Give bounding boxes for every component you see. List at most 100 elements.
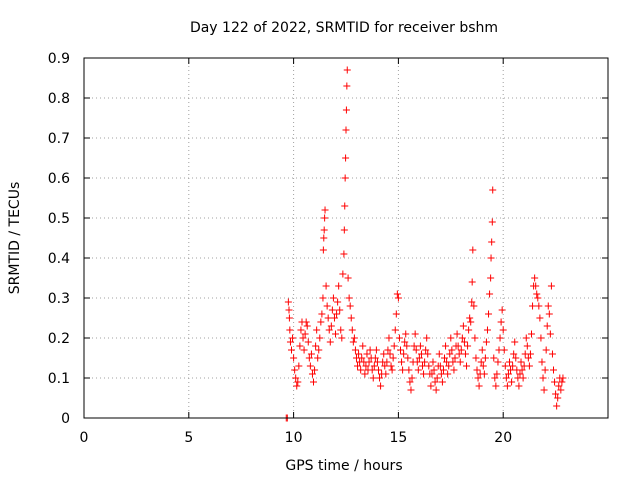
data-point xyxy=(394,294,402,302)
data-point xyxy=(321,214,329,222)
data-point xyxy=(391,326,399,334)
data-point xyxy=(454,342,462,350)
data-point xyxy=(456,358,464,366)
data-point xyxy=(436,362,444,370)
data-point xyxy=(429,358,437,366)
data-point xyxy=(340,250,348,258)
data-point xyxy=(286,338,294,346)
data-point xyxy=(366,346,374,354)
data-point xyxy=(310,378,318,386)
data-point xyxy=(385,334,393,342)
data-point xyxy=(381,362,389,370)
x-tick-label: 0 xyxy=(80,430,89,446)
data-point xyxy=(463,362,471,370)
data-point xyxy=(437,370,445,378)
data-point xyxy=(345,294,353,302)
data-point xyxy=(318,310,326,318)
data-point xyxy=(444,370,452,378)
data-point xyxy=(301,330,309,338)
data-point xyxy=(543,322,551,330)
data-point xyxy=(317,318,325,326)
data-point xyxy=(362,362,370,370)
data-point xyxy=(414,366,422,374)
data-point xyxy=(389,354,397,362)
data-point xyxy=(519,374,527,382)
data-point xyxy=(423,334,431,342)
data-point xyxy=(339,270,347,278)
data-point xyxy=(380,350,388,358)
data-point xyxy=(559,374,567,382)
x-tick-label: 15 xyxy=(389,430,407,446)
data-point xyxy=(492,382,500,390)
data-point xyxy=(529,302,537,310)
data-point xyxy=(342,154,350,162)
data-point xyxy=(479,362,487,370)
data-point xyxy=(428,370,436,378)
data-point xyxy=(319,294,327,302)
data-point xyxy=(398,358,406,366)
y-tick-label: 0.1 xyxy=(48,371,70,387)
data-point xyxy=(552,390,560,398)
data-point xyxy=(455,350,463,358)
data-point xyxy=(285,314,293,322)
data-point xyxy=(510,350,518,358)
data-point xyxy=(335,282,343,290)
y-tick-label: 0.4 xyxy=(48,251,70,267)
data-point xyxy=(305,354,313,362)
data-point xyxy=(386,350,394,358)
data-point xyxy=(332,330,340,338)
data-point xyxy=(460,338,468,346)
data-point xyxy=(541,366,549,374)
data-point xyxy=(503,382,511,390)
data-point xyxy=(488,218,496,226)
data-series-srmtid xyxy=(282,66,567,422)
data-point xyxy=(468,278,476,286)
data-point xyxy=(368,366,376,374)
data-point xyxy=(325,326,333,334)
data-point xyxy=(328,306,336,314)
data-point xyxy=(553,402,561,410)
data-point xyxy=(288,346,296,354)
data-point xyxy=(407,386,415,394)
data-point xyxy=(344,274,352,282)
y-tick-label: 0.2 xyxy=(48,331,70,347)
data-point xyxy=(422,346,430,354)
data-point xyxy=(377,382,385,390)
data-point xyxy=(509,362,517,370)
data-point xyxy=(554,394,562,402)
data-point xyxy=(465,326,473,334)
data-point xyxy=(477,358,485,366)
data-point xyxy=(326,338,334,346)
data-point xyxy=(329,294,337,302)
data-point xyxy=(300,346,308,354)
data-point xyxy=(487,274,495,282)
data-point xyxy=(370,362,378,370)
data-point xyxy=(334,298,342,306)
data-point xyxy=(450,366,458,374)
data-point xyxy=(494,358,502,366)
data-point xyxy=(383,358,391,366)
data-point xyxy=(486,290,494,298)
data-point xyxy=(404,354,412,362)
y-tick-labels: 0 0.1 0.2 0.3 0.4 0.5 0.6 0.7 0.8 0.9 xyxy=(48,51,70,427)
data-point xyxy=(384,346,392,354)
data-point xyxy=(400,350,408,358)
data-point xyxy=(387,362,395,370)
data-point xyxy=(405,366,413,374)
data-point xyxy=(302,318,310,326)
data-point xyxy=(427,382,435,390)
data-point xyxy=(336,306,344,314)
data-point xyxy=(304,338,312,346)
data-point xyxy=(540,386,548,394)
data-point xyxy=(438,378,446,386)
x-axis-label: GPS time / hours xyxy=(285,458,402,474)
data-point xyxy=(291,366,299,374)
data-point xyxy=(338,334,346,342)
x-tick-label: 10 xyxy=(285,430,303,446)
data-point xyxy=(507,366,515,374)
data-point xyxy=(470,302,478,310)
data-point xyxy=(542,346,550,354)
data-point xyxy=(555,382,563,390)
data-point xyxy=(501,362,509,370)
